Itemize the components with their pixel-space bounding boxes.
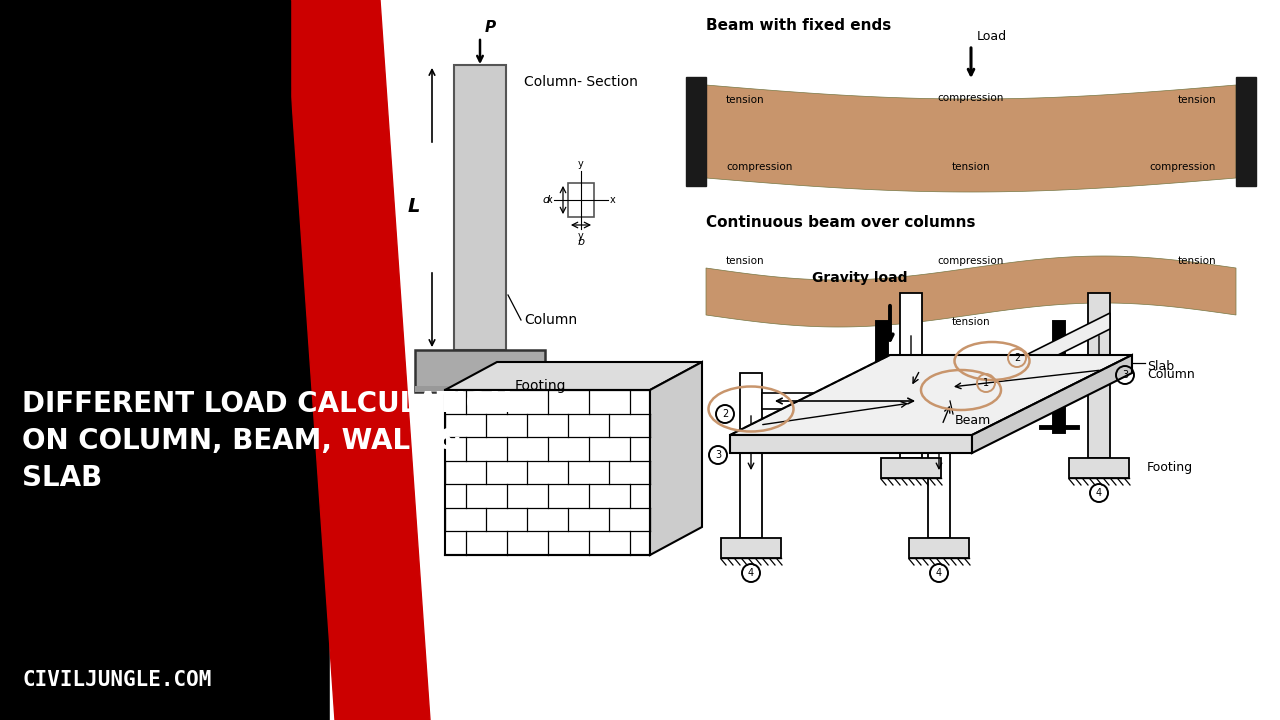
Text: DIFFERENT LOAD CALCULATION
ON COLUMN, BEAM, WALL &
SLAB: DIFFERENT LOAD CALCULATION ON COLUMN, BE… (22, 390, 512, 492)
Text: Footing: Footing (1147, 462, 1193, 474)
Text: Slab: Slab (1147, 360, 1174, 373)
Text: CIVILJUNGLE.COM: CIVILJUNGLE.COM (22, 670, 211, 690)
Text: compression: compression (726, 162, 792, 172)
Bar (454, 65, 506, 350)
Polygon shape (950, 313, 1110, 409)
Text: 4: 4 (748, 568, 754, 578)
Text: Beam with fixed ends: Beam with fixed ends (707, 18, 891, 33)
Text: y: y (579, 231, 584, 241)
Text: tension: tension (1178, 256, 1216, 266)
Text: Footing: Footing (515, 379, 567, 393)
Bar (1069, 458, 1129, 478)
Text: tension: tension (726, 256, 764, 266)
Polygon shape (707, 256, 1236, 327)
Bar (928, 373, 950, 538)
Text: 3: 3 (1123, 370, 1128, 380)
Text: x: x (611, 195, 616, 205)
Bar (762, 393, 928, 409)
Polygon shape (445, 362, 701, 390)
Text: 2: 2 (722, 409, 728, 419)
Bar (0, 0, 291, 720)
Polygon shape (445, 390, 650, 555)
Text: Gravity load: Gravity load (813, 271, 908, 285)
Text: 1: 1 (983, 378, 989, 388)
Text: Continuous beam over columns: Continuous beam over columns (707, 215, 975, 230)
Polygon shape (730, 435, 972, 453)
Bar (1236, 77, 1256, 186)
Text: compression: compression (1149, 162, 1216, 172)
Text: d: d (543, 195, 550, 205)
Bar (740, 373, 762, 538)
Text: compression: compression (938, 256, 1005, 266)
Text: tension: tension (726, 95, 764, 105)
Bar (881, 458, 941, 478)
Text: tension: tension (952, 162, 991, 172)
Text: 4: 4 (936, 568, 942, 578)
Polygon shape (972, 355, 1132, 453)
Bar (568, 183, 594, 217)
Polygon shape (730, 355, 1132, 435)
Text: Column: Column (1147, 369, 1194, 382)
Text: Column- Section: Column- Section (524, 75, 637, 89)
Text: b: b (577, 237, 585, 247)
Text: tension: tension (1178, 95, 1216, 105)
Bar (1088, 293, 1110, 458)
Text: 3: 3 (716, 450, 721, 460)
Polygon shape (707, 85, 1236, 192)
Bar (721, 538, 781, 558)
Bar (909, 538, 969, 558)
Bar (330, 0, 1280, 720)
Text: Column: Column (524, 313, 577, 327)
Text: tension: tension (952, 317, 991, 327)
Text: x: x (547, 195, 552, 205)
Bar (415, 350, 545, 392)
Text: 2: 2 (1014, 353, 1020, 363)
Bar (686, 77, 707, 186)
Polygon shape (285, 0, 430, 720)
Polygon shape (650, 362, 701, 555)
Text: P: P (485, 20, 497, 35)
Text: 4: 4 (1096, 488, 1102, 498)
Text: L: L (407, 197, 420, 217)
Bar (415, 386, 545, 392)
Text: y: y (579, 159, 584, 169)
Text: Beam: Beam (955, 414, 991, 427)
Text: Load: Load (977, 30, 1007, 43)
Bar (900, 293, 922, 458)
Text: compression: compression (938, 93, 1005, 103)
